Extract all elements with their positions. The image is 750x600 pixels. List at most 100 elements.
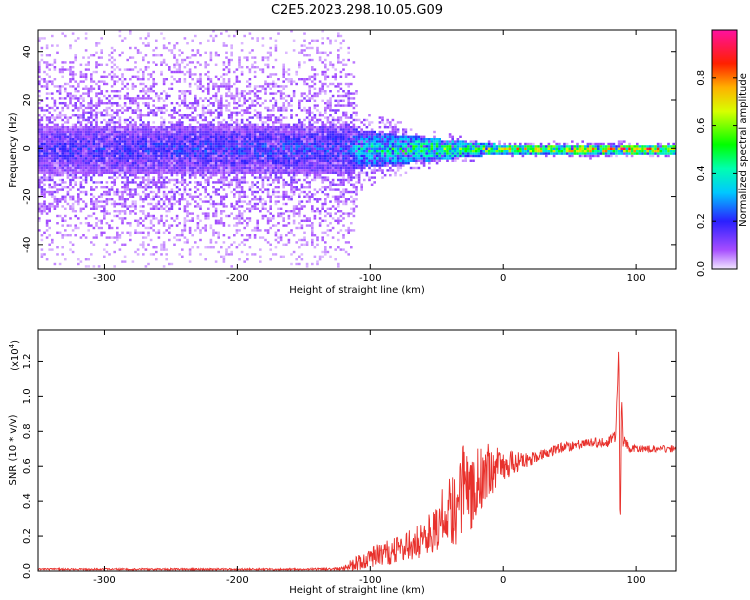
spectrogram-cell xyxy=(48,116,51,119)
spectrogram-cell xyxy=(100,126,103,129)
spectrogram-cell xyxy=(108,188,111,191)
spectrogram-cell xyxy=(287,104,291,107)
spectrogram-cell xyxy=(292,123,296,126)
spectrogram-cell xyxy=(157,164,161,167)
spectrogram-cell xyxy=(220,82,223,86)
spectrogram-cell xyxy=(253,142,257,146)
spectrogram-cell xyxy=(71,169,75,172)
spectrogram-cell xyxy=(220,114,223,117)
spectrogram-cell xyxy=(295,207,298,210)
spectrogram-cell xyxy=(38,166,41,170)
spectrogram-cell xyxy=(100,37,103,40)
spectrogram-cell xyxy=(287,130,291,134)
spectrogram-cell xyxy=(51,238,54,242)
spectrogram-cell xyxy=(183,142,187,146)
spectrogram-cell xyxy=(152,49,155,52)
spectrogram-cell xyxy=(144,66,148,69)
spectrogram-cell xyxy=(105,106,109,110)
spectrogram-cell xyxy=(144,174,148,177)
spectrogram-cell xyxy=(165,94,168,98)
spectrogram-cell xyxy=(287,140,291,143)
spectrogram-cell xyxy=(196,195,200,198)
spectrogram-cell xyxy=(108,159,111,162)
spectrogram-cell xyxy=(269,51,272,54)
spectrogram-cell xyxy=(118,130,122,134)
spectrogram-cell xyxy=(129,116,132,119)
spectrogram-cell xyxy=(282,162,285,165)
spectrogram-cell xyxy=(92,169,96,172)
spectrogram-cell xyxy=(121,133,124,136)
spectrogram-cell xyxy=(311,80,314,83)
spectrogram-cell xyxy=(300,205,304,208)
spectrogram-cell xyxy=(126,166,129,170)
spectrogram-cell xyxy=(61,140,64,143)
spectrogram-cell xyxy=(295,241,298,244)
spectrogram-cell xyxy=(113,164,116,167)
spectrogram-cell xyxy=(100,157,103,160)
spectrogram-cell xyxy=(230,157,233,160)
spectrogram-cell xyxy=(290,78,293,81)
spectrogram-cell xyxy=(225,169,228,172)
spectrogram-cell xyxy=(139,159,142,162)
spectrogram-cell xyxy=(110,56,114,59)
spectrogram-cell xyxy=(139,183,142,186)
spectrogram-cell xyxy=(207,70,210,74)
spectrogram-cell xyxy=(48,248,51,251)
spectrogram-cell xyxy=(212,246,215,249)
spectrogram-cell xyxy=(201,130,205,134)
spectrogram-cell xyxy=(129,190,132,194)
spectrogram-cell xyxy=(170,75,174,78)
spectrogram-cell xyxy=(152,152,155,155)
spectrogram-cell xyxy=(64,104,67,107)
spectrogram-cell xyxy=(248,166,252,170)
spectrogram-cell xyxy=(162,145,166,148)
spectrogram-cell xyxy=(240,118,244,122)
spectrogram-cell xyxy=(147,202,150,206)
spectrogram-cell xyxy=(201,176,205,179)
spectrogram-cell xyxy=(207,176,210,179)
spectrogram-cell xyxy=(233,142,236,146)
spectrogram-cell xyxy=(123,104,127,107)
spectrogram-cell xyxy=(136,70,140,74)
spectrogram-cell xyxy=(82,140,85,143)
spectrogram-cell xyxy=(181,162,184,165)
spectrogram-cell xyxy=(212,102,215,105)
spectrogram-cell xyxy=(118,104,122,107)
spectrogram-cell xyxy=(139,157,142,160)
spectrogram-cell xyxy=(162,46,166,50)
spectrogram-cell xyxy=(165,147,168,150)
spectrogram-cell xyxy=(71,133,75,136)
spectrogram-cell xyxy=(165,92,168,95)
spectrogram-cell xyxy=(212,147,215,150)
spectrogram-cell xyxy=(227,114,231,117)
spectrogram-cell xyxy=(155,171,158,174)
spectrogram-cell xyxy=(243,34,246,38)
spectrogram-cell xyxy=(316,94,319,98)
spectrogram-cell xyxy=(292,166,296,170)
spectrogram-cell xyxy=(40,210,44,213)
spectrogram-cell xyxy=(274,150,278,153)
spectrogram-cell xyxy=(103,164,106,167)
spectrogram-cell xyxy=(113,75,116,78)
spectrogram-cell xyxy=(64,116,67,119)
spectrogram-cell xyxy=(69,133,72,136)
spectrogram-cell xyxy=(321,61,324,64)
spectrogram-cell xyxy=(230,147,233,150)
spectrogram-cell xyxy=(285,157,288,160)
spectrogram-cell xyxy=(142,130,145,134)
spectrogram-cell xyxy=(235,152,239,155)
spectrogram-cell xyxy=(139,82,142,86)
spectrogram-cell xyxy=(147,44,150,47)
spectrogram-cell xyxy=(201,104,205,107)
spectrogram-cell xyxy=(126,97,129,100)
spectrogram-cell xyxy=(53,183,57,186)
spectrogram-cell xyxy=(181,157,184,160)
spectrogram-cell xyxy=(191,130,194,134)
spectrogram-cell xyxy=(251,181,254,184)
spectrogram-cell xyxy=(194,171,197,174)
spectrogram-cell xyxy=(181,181,184,184)
spectrogram-cell xyxy=(168,121,171,124)
spectrogram-cell xyxy=(269,118,272,122)
spectrogram-cell xyxy=(152,183,155,186)
spectrogram-cell xyxy=(178,49,181,52)
